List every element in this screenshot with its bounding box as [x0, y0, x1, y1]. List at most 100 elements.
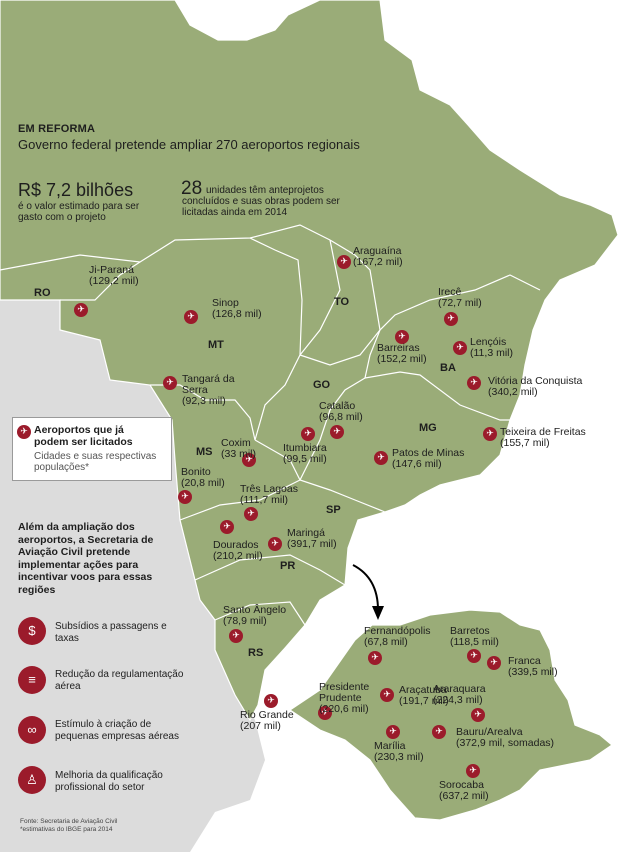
header-title: Governo federal pretende ampliar 270 aer…: [18, 137, 360, 152]
city-population: (167,2 mil): [353, 256, 403, 268]
leader-arrow: [352, 564, 379, 611]
airplane-icon: [268, 536, 282, 551]
legend-box: [12, 417, 172, 481]
airplane-icon: [432, 724, 446, 739]
action-subsidies: Subsídios a passagens e taxas: [55, 621, 167, 644]
city-label-maringa: Maringá (391,7 mil): [287, 528, 337, 550]
city-name: Bauru/Arealva: [456, 726, 523, 738]
units-number: 28: [181, 178, 203, 199]
footnote: Fonte: Secretaria de Aviação Civil *esti…: [20, 818, 117, 834]
city-label-sinop: Sinop (126,8 mil): [212, 298, 262, 320]
airplane-icon: [380, 687, 394, 702]
city-label-araguaina: Araguaína (167,2 mil): [353, 246, 403, 268]
city-label-barreiras: Barreiras (152,2 mil): [377, 343, 427, 365]
city-label-teixeira: Teixeira de Freitas (155,7 mil): [500, 427, 586, 449]
city-population: (33 mil): [221, 448, 257, 460]
city-name: Itumbiara: [283, 442, 327, 454]
city-population: (207 mil): [240, 720, 281, 732]
handshake-icon: ∞: [18, 716, 46, 744]
airplane-icon: [487, 655, 501, 670]
city-name: Fernandópolis: [364, 625, 431, 637]
city-population: (191,7 mil): [399, 695, 449, 707]
city-population: (210,2 mil): [213, 550, 263, 562]
legend-subtitle: Cidades e suas respectivas populações*: [34, 451, 157, 473]
city-population: (99,5 mil): [283, 453, 327, 465]
city-population: (372,9 mil, somadas): [456, 737, 555, 749]
action-qualification: Melhoria da qualificação profissional do…: [55, 770, 163, 793]
airplane-icon: [74, 302, 88, 317]
city-population: (230,3 mil): [374, 751, 424, 763]
cost-text: é o valor estimado para ser gasto com o …: [18, 201, 140, 223]
state-label-ms: MS: [196, 446, 213, 458]
state-label-mg: MG: [419, 422, 437, 434]
city-name: Dourados: [213, 539, 259, 551]
city-name: Barretos: [450, 625, 490, 637]
footnote-note: *estimativas do IBGE para 2014: [20, 826, 113, 833]
city-name: Araguaína: [353, 245, 402, 257]
state-label-rs: RS: [248, 647, 264, 659]
airplane-icon: [368, 650, 382, 665]
city-name: Maringá: [287, 527, 325, 539]
airplane-icon: [395, 329, 409, 344]
city-population: (224,3 mil): [433, 694, 483, 706]
city-label-araraquara: Araraquara (224,3 mil): [433, 684, 486, 706]
city-population: (11,3 mil): [470, 347, 513, 359]
city-population: (391,7 mil): [287, 538, 337, 550]
city-label-tres-lagoas: Três Lagoas (111,7 mil): [240, 484, 298, 506]
map-landmass: [0, 0, 619, 722]
airplane-icon: [17, 424, 31, 439]
leader-arrow-head: [372, 606, 384, 620]
city-label-catalao: Catalão (96,8 mil): [319, 401, 363, 423]
city-population: (20,8 mil): [181, 477, 225, 489]
action-small-airlines: Estímulo à criação de pequenas empresas …: [55, 719, 179, 742]
city-label-patos: Patos de Minas (147,6 mil): [392, 448, 464, 470]
city-population: (118,5 mil): [450, 636, 499, 648]
city-name: Lençóis: [470, 336, 507, 348]
city-name: Patos de Minas: [392, 447, 465, 459]
city-name: Barreiras: [377, 342, 420, 354]
city-population: (340,2 mil): [488, 386, 538, 398]
city-label-fernandopolis: Fernandópolis (67,8 mil): [364, 626, 431, 648]
city-label-bauru: Bauru/Arealva (372,9 mil, somadas): [456, 727, 554, 749]
city-name: Coxim: [221, 437, 251, 449]
state-label-go: GO: [313, 379, 331, 391]
city-population: (96,8 mil): [319, 411, 363, 423]
city-label-sorocaba: Sorocaba (637,2 mil): [439, 780, 489, 802]
city-population: (147,6 mil): [392, 458, 442, 470]
action-regulation: Redução da regulamentação aérea: [55, 669, 184, 692]
airplane-icon: [229, 628, 243, 643]
city-name: Ji-Paraná: [89, 264, 134, 276]
city-name: Marília: [374, 740, 406, 752]
header-kicker: EM REFORMA: [18, 123, 96, 135]
legend-title: Aeroportos que já podem ser licitados: [34, 424, 133, 448]
city-name: Tangará da Serra: [182, 373, 235, 396]
city-label-bonito: Bonito (20,8 mil): [181, 467, 225, 489]
state-label-ba: BA: [440, 362, 456, 374]
city-label-lencois: Lençóis (11,3 mil): [470, 337, 513, 359]
city-population: (339,5 mil): [508, 666, 558, 678]
city-population: (78,9 mil): [223, 615, 267, 627]
city-population: (92,3 mil): [182, 395, 226, 407]
city-population: (129,2 mil): [89, 275, 139, 287]
city-label-marilia: Marília (230,3 mil): [374, 741, 424, 763]
airplane-icon: [178, 489, 192, 504]
airplane-icon: [242, 452, 256, 467]
city-name: Irecê: [438, 286, 462, 298]
airplane-icon: [163, 375, 177, 390]
state-label-sp: SP: [326, 504, 341, 516]
city-population: (67,8 mil): [364, 636, 408, 648]
city-name: Franca: [508, 655, 541, 667]
city-label-franca: Franca (339,5 mil): [508, 656, 558, 678]
airplane-icon: [264, 693, 278, 708]
airplane-icon: [444, 311, 458, 326]
city-label-vitoria-conquista: Vitória da Conquista (340,2 mil): [488, 376, 582, 398]
airplane-icon: [337, 254, 351, 269]
airplane-icon: [301, 426, 315, 441]
city-population: (155,7 mil): [500, 437, 550, 449]
city-name: Santo Ângelo: [223, 604, 287, 616]
city-label-ji-parana: Ji-Paraná (129,2 mil): [89, 265, 139, 287]
city-name: Araraquara: [433, 683, 486, 695]
state-borders: [0, 224, 541, 626]
city-name: Vitória da Conquista: [488, 375, 583, 387]
